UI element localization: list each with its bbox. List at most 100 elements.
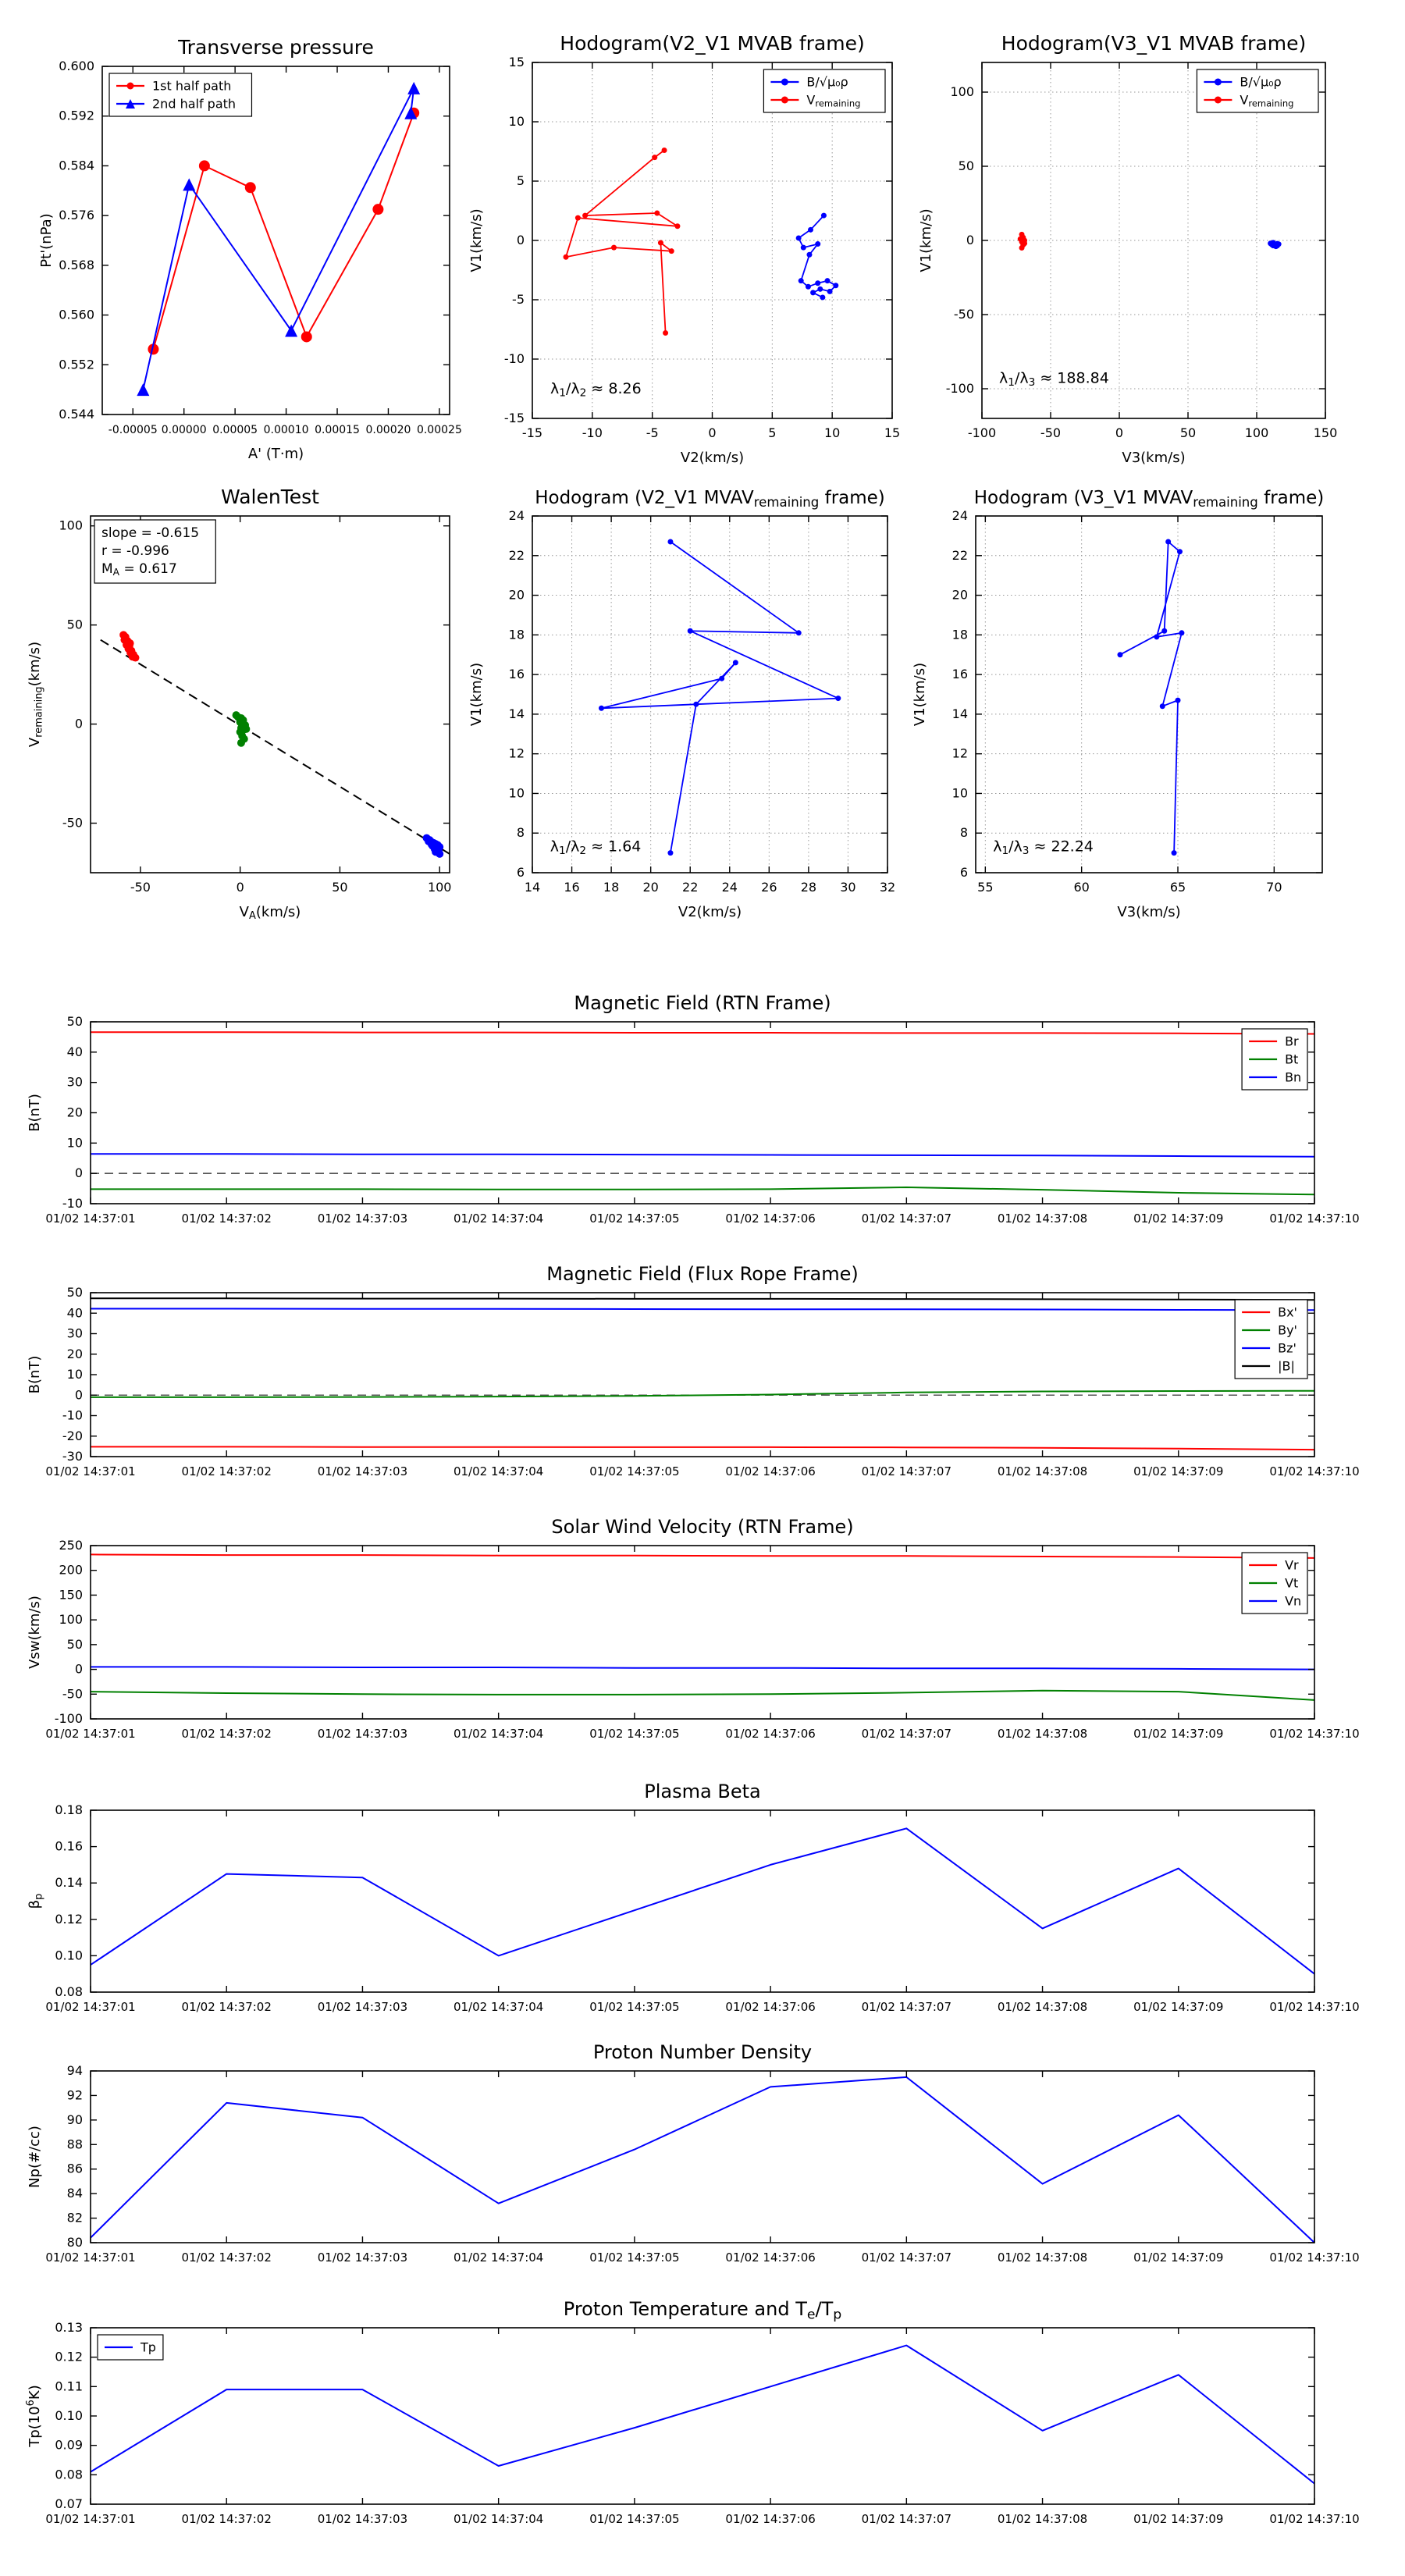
svg-text:10: 10 (509, 114, 525, 129)
svg-text:01/02 14:37:03: 01/02 14:37:03 (318, 2512, 407, 2526)
svg-text:|B|: |B| (1278, 1359, 1295, 1374)
svg-text:01/02 14:37:07: 01/02 14:37:07 (862, 2000, 951, 2014)
svg-text:100: 100 (59, 1612, 83, 1627)
svg-text:01/02 14:37:07: 01/02 14:37:07 (862, 1464, 951, 1478)
svg-text:01/02 14:37:02: 01/02 14:37:02 (182, 1727, 272, 1741)
svg-text:01/02 14:37:01: 01/02 14:37:01 (45, 2000, 135, 2014)
svg-text:0.12: 0.12 (55, 1912, 83, 1927)
svg-text:01/02 14:37:01: 01/02 14:37:01 (45, 1212, 135, 1226)
svg-text:Proton Number Density: Proton Number Density (593, 2041, 812, 2063)
svg-text:0.08: 0.08 (55, 2467, 83, 2482)
svg-text:18: 18 (509, 627, 525, 642)
svg-text:50: 50 (67, 1285, 83, 1300)
svg-text:V2(km/s): V2(km/s) (678, 904, 742, 920)
svg-text:Bn: Bn (1285, 1070, 1301, 1085)
svg-text:MA = 0.617: MA = 0.617 (101, 561, 177, 578)
svg-text:28: 28 (801, 880, 816, 895)
chart-transverse-pressure: -0.00005 0.00000 0.00005 0.00010 0.00015 0.00… (38, 36, 462, 462)
svg-text:VA(km/s): VA(km/s) (240, 904, 301, 922)
svg-text:01/02 14:37:02: 01/02 14:37:02 (182, 1212, 272, 1226)
svg-text:-15: -15 (504, 411, 525, 425)
svg-text:5: 5 (768, 425, 776, 440)
svg-text:2nd half path: 2nd half path (152, 97, 236, 112)
svg-text:01/02 14:37:07: 01/02 14:37:07 (862, 1727, 951, 1741)
svg-text:Magnetic Field (Flux Rope Fram: Magnetic Field (Flux Rope Frame) (546, 1263, 858, 1285)
svg-text:01/02 14:37:04: 01/02 14:37:04 (454, 1464, 543, 1478)
svg-text:01/02 14:37:05: 01/02 14:37:05 (589, 1212, 679, 1226)
svg-text:-100: -100 (946, 381, 974, 396)
svg-text:0.12: 0.12 (55, 2350, 83, 2364)
svg-text:01/02 14:37:09: 01/02 14:37:09 (1133, 2000, 1223, 2014)
svg-text:Solar Wind Velocity (RTN Frame: Solar Wind Velocity (RTN Frame) (551, 1516, 853, 1538)
svg-text:30: 30 (67, 1075, 83, 1090)
svg-text:50: 50 (67, 617, 83, 632)
chart-proton-number-density: 01/02 14:37:01 01/02 14:37:02 01/02 14:37:… (27, 2041, 1360, 2265)
svg-text:Transverse pressure: Transverse pressure (177, 36, 374, 59)
svg-text:λ1/λ3 ≈ 188.84: λ1/λ3 ≈ 188.84 (999, 369, 1109, 388)
svg-text:20: 20 (67, 1105, 83, 1120)
svg-text:01/02 14:37:03: 01/02 14:37:03 (318, 2250, 407, 2265)
svg-text:V1(km/s): V1(km/s) (912, 663, 928, 726)
svg-text:90: 90 (67, 2112, 83, 2127)
svg-text:V3(km/s): V3(km/s) (1117, 904, 1180, 920)
svg-text:20: 20 (952, 588, 968, 603)
svg-text:01/02 14:37:03: 01/02 14:37:03 (318, 2000, 407, 2014)
svg-text:01/02 14:37:08: 01/02 14:37:08 (998, 1727, 1087, 1741)
svg-text:10: 10 (824, 425, 840, 440)
svg-text:01/02 14:37:05: 01/02 14:37:05 (589, 2000, 679, 2014)
svg-text:0: 0 (966, 233, 974, 247)
svg-text:01/02 14:37:06: 01/02 14:37:06 (725, 2000, 815, 2014)
svg-text:A' (T·m): A' (T·m) (248, 446, 304, 462)
svg-text:01/02 14:37:05: 01/02 14:37:05 (589, 2512, 679, 2526)
svg-text:12: 12 (509, 746, 525, 761)
svg-text:1st half path: 1st half path (152, 79, 231, 94)
svg-text:01/02 14:37:07: 01/02 14:37:07 (862, 2250, 951, 2265)
svg-text:6: 6 (517, 865, 525, 880)
svg-text:B(nT): B(nT) (27, 1094, 43, 1132)
svg-text:22: 22 (952, 548, 968, 563)
svg-text:01/02 14:37:02: 01/02 14:37:02 (182, 2250, 272, 2265)
svg-text:V1(km/s): V1(km/s) (468, 208, 485, 272)
svg-text:01/02 14:37:09: 01/02 14:37:09 (1133, 1727, 1223, 1741)
svg-text:16: 16 (952, 667, 968, 681)
svg-text:-5: -5 (646, 425, 659, 440)
svg-text:-10: -10 (582, 425, 603, 440)
svg-text:5: 5 (517, 173, 525, 188)
svg-text:26: 26 (761, 880, 777, 895)
svg-text:10: 10 (952, 785, 968, 800)
svg-text:60: 60 (1073, 880, 1089, 895)
svg-text:Vremaining(km/s): Vremaining(km/s) (27, 642, 44, 747)
svg-text:Vremaining: Vremaining (1240, 93, 1293, 109)
svg-text:30: 30 (840, 880, 855, 895)
chart-magnetic-field-rtn: 01/02 14:37:01 01/02 14:37:02 01/02 14:37:… (27, 992, 1360, 1226)
svg-text:10: 10 (67, 1367, 83, 1382)
svg-text:30: 30 (67, 1326, 83, 1341)
svg-text:B(nT): B(nT) (27, 1356, 43, 1394)
svg-text:01/02 14:37:06: 01/02 14:37:06 (725, 2512, 815, 2526)
svg-text:01/02 14:37:10: 01/02 14:37:10 (1269, 2250, 1359, 2265)
svg-text:0: 0 (708, 425, 716, 440)
svg-text:0.16: 0.16 (55, 1839, 83, 1854)
svg-text:01/02 14:37:01: 01/02 14:37:01 (45, 1464, 135, 1478)
svg-text:50: 50 (332, 880, 347, 895)
svg-text:01/02 14:37:05: 01/02 14:37:05 (589, 1464, 679, 1478)
chart-solar-wind-velocity-rtn: 01/02 14:37:01 01/02 14:37:02 01/02 14:37:… (27, 1516, 1360, 1741)
svg-text:0.11: 0.11 (55, 2379, 83, 2393)
svg-text:λ1/λ2 ≈ 8.26: λ1/λ2 ≈ 8.26 (550, 380, 642, 399)
svg-text:Vremaining: Vremaining (806, 93, 860, 109)
svg-text:150: 150 (59, 1587, 83, 1602)
svg-text:λ1/λ2 ≈ 1.64: λ1/λ2 ≈ 1.64 (550, 838, 642, 857)
chart-hodogram-v3-v1-mvav: 55 60 65 70 6 8 10 12 14 16 18 20 22 24 Hodogram (V3_V… (912, 488, 1324, 920)
svg-text:14: 14 (952, 706, 968, 721)
svg-text:0: 0 (75, 1165, 83, 1180)
svg-text:slope = -0.615: slope = -0.615 (101, 525, 199, 541)
svg-text:λ1/λ3 ≈ 22.24: λ1/λ3 ≈ 22.24 (993, 838, 1094, 857)
svg-text:Bx': Bx' (1278, 1305, 1297, 1320)
svg-text:Vr: Vr (1285, 1558, 1299, 1573)
chart-plasma-beta: 01/02 14:37:01 01/02 14:37:02 01/02 14:37:… (27, 1781, 1360, 2014)
svg-text:100: 100 (59, 518, 83, 533)
svg-text:01/02 14:37:03: 01/02 14:37:03 (318, 1727, 407, 1741)
svg-text:V3(km/s): V3(km/s) (1122, 450, 1185, 466)
svg-text:0: 0 (75, 1387, 83, 1402)
svg-text:0.13: 0.13 (55, 2320, 83, 2335)
